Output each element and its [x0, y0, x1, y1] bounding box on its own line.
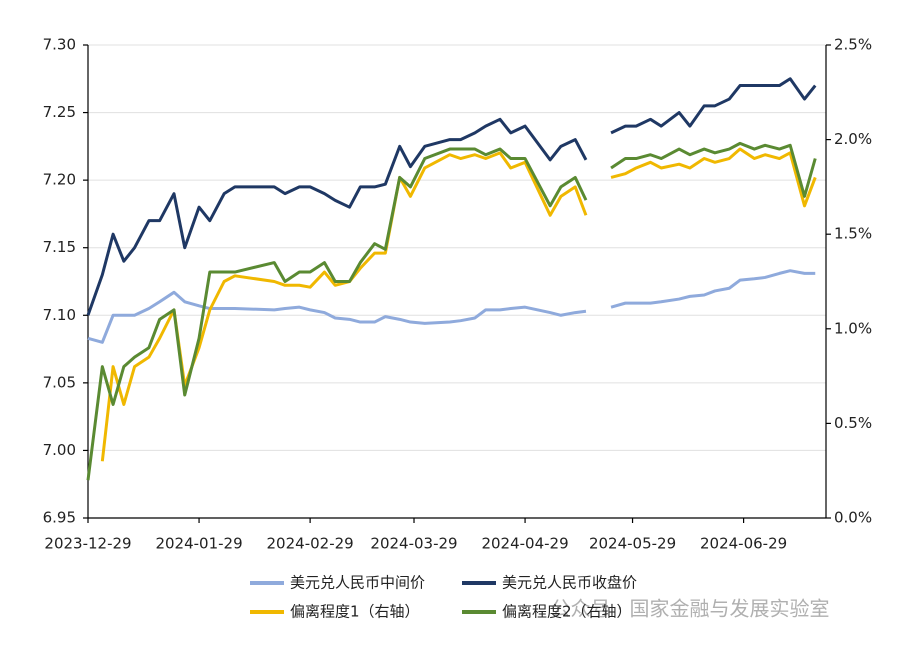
- y2-tick-label: 1.0%: [834, 319, 872, 337]
- series-line: [610, 141, 817, 198]
- y-tick-label: 7.20: [43, 171, 76, 189]
- y2-tick-label: 0.5%: [834, 414, 872, 432]
- series-line: [86, 147, 588, 481]
- series-line: [610, 269, 816, 309]
- y-tick-label: 7.30: [43, 36, 76, 54]
- series-line: [86, 117, 588, 316]
- x-tick-label: 2024-05-29: [589, 535, 676, 553]
- series-line: [100, 151, 588, 462]
- y2-tick-label: 1.5%: [834, 225, 872, 243]
- x-tick-label: 2024-01-29: [155, 535, 242, 553]
- y-tick-label: 7.25: [43, 103, 76, 121]
- legend-label: 美元兑人民币中间价: [290, 574, 425, 592]
- legend-label: 美元兑人民币收盘价: [502, 574, 637, 592]
- series-line: [610, 147, 817, 208]
- x-tick-label: 2024-02-29: [267, 535, 354, 553]
- x-tick-label: 2024-03-29: [370, 535, 457, 553]
- series-line: [87, 290, 587, 344]
- series-line: [610, 77, 817, 135]
- y2-tick-label: 0.0%: [834, 509, 872, 527]
- x-tick-label: 2024-06-29: [700, 535, 787, 553]
- y-tick-label: 7.05: [43, 373, 76, 391]
- y2-tick-label: 2.5%: [834, 36, 872, 54]
- y-tick-label: 7.00: [43, 441, 76, 459]
- x-tick-label: 2023-12-29: [44, 535, 131, 553]
- y-tick-label: 6.95: [43, 509, 76, 527]
- y-tick-label: 7.15: [43, 238, 76, 256]
- legend-label: 偏离程度2（右轴）: [502, 603, 632, 621]
- watermark: 公众号 · 国家金融与发展实验室: [550, 597, 829, 621]
- x-tick-label: 2024-04-29: [481, 535, 568, 553]
- legend-label: 偏离程度1（右轴）: [290, 603, 420, 621]
- y2-tick-label: 2.0%: [834, 130, 872, 148]
- y-tick-label: 7.10: [43, 306, 76, 324]
